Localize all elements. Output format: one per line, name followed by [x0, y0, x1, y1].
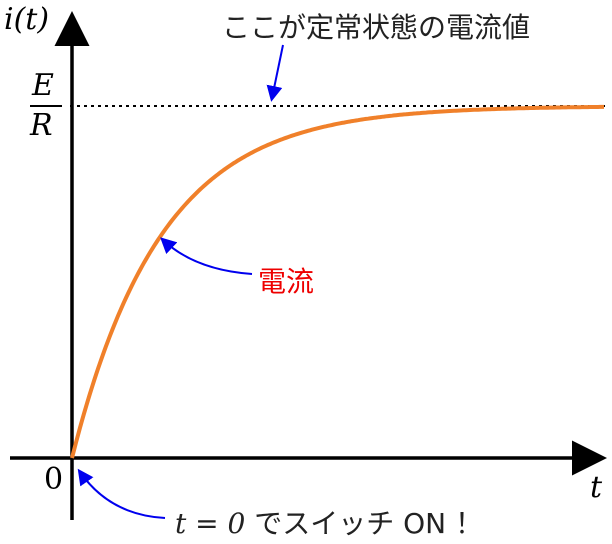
origin-label: 0 — [44, 462, 64, 497]
switch-on-arrow — [77, 468, 166, 519]
current-curve — [70, 104, 604, 459]
steady-state-arrow — [266, 44, 284, 102]
current-annotation: 電流 — [258, 265, 315, 298]
switch-on-text: でスイッチ ON ！ — [254, 507, 484, 540]
asymptote-denominator: R — [30, 108, 53, 143]
current-arrow — [160, 237, 253, 275]
steady-state-annotation: ここが定常状態の電流値 — [222, 11, 531, 44]
asymptote-numerator: E — [32, 68, 54, 103]
switch-on-annotation: t = 0 でスイッチ ON ！ — [175, 502, 483, 542]
y-axis-label: i(t) — [4, 2, 50, 37]
switch-on-math: t = 0 — [175, 507, 246, 540]
x-axis-label: t — [590, 470, 603, 505]
